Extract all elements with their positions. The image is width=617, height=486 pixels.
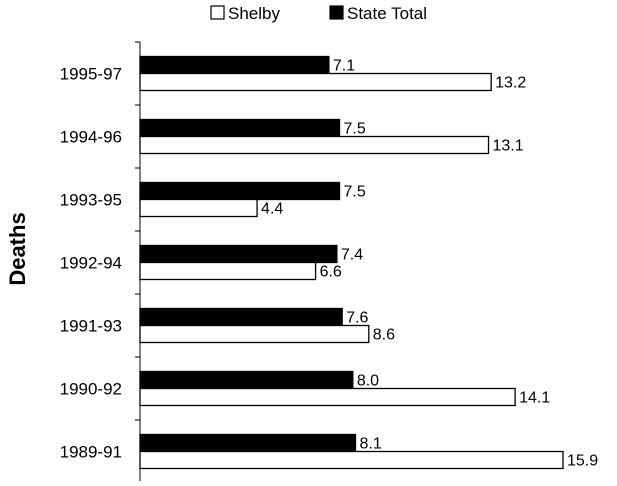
data-label: 15.9: [567, 453, 598, 470]
bar-state-total: [139, 307, 343, 327]
category-label: 1991-93: [60, 317, 122, 336]
legend-label-shelby: Shelby: [228, 4, 280, 23]
bar-state-total: [139, 55, 330, 75]
legend-swatch-shelby: [210, 5, 225, 20]
data-label: 7.5: [344, 184, 366, 201]
data-label: 8.6: [373, 327, 395, 344]
bar-shelby: [139, 261, 317, 281]
category-label: 1993-95: [60, 191, 122, 210]
category-label: 1989-91: [60, 443, 122, 462]
bar-state-total: [139, 370, 354, 390]
legend-label-state-total: State Total: [347, 4, 427, 23]
data-label: 7.6: [346, 310, 368, 327]
legend: Shelby State Total: [210, 4, 427, 23]
data-label: 13.1: [493, 138, 524, 155]
bar-state-total: [139, 181, 341, 201]
data-label: 4.4: [261, 201, 283, 218]
bar-shelby: [139, 387, 516, 407]
category-label: 1995-97: [60, 65, 122, 84]
bars: [139, 55, 564, 470]
data-label: 8.0: [357, 373, 379, 390]
bar-shelby: [139, 198, 258, 218]
category-label: 1994-96: [60, 128, 122, 147]
bar-shelby: [139, 324, 370, 344]
bar-state-total: [139, 118, 341, 138]
value-labels: 7.1 13.2 7.5 13.1 7.5 4.4 7.46.6 7.6 8.6 8.0 14.1 8…: [261, 58, 598, 470]
data-label: 6.6: [320, 264, 342, 281]
bar-state-total: [139, 244, 338, 264]
y-axis-title: Deaths: [5, 212, 30, 285]
legend-swatch-state-total: [329, 5, 344, 20]
bar-state-total: [139, 433, 357, 453]
bar-shelby: [139, 72, 492, 92]
data-label: 14.1: [519, 390, 550, 407]
data-label: 8.1: [359, 436, 381, 453]
bar-shelby: [139, 450, 564, 470]
data-label: 7.1: [333, 58, 355, 75]
category-label: 1992-94: [60, 254, 122, 273]
category-label: 1990-92: [60, 380, 122, 399]
data-label: 7.4: [341, 247, 363, 264]
data-label: 7.5: [344, 121, 366, 138]
data-label: 13.2: [495, 75, 526, 92]
category-axis: [135, 41, 141, 484]
category-labels: 1995-97 1994-96 1993-95 1992-94 1991-93 1990-…: [60, 65, 122, 462]
bar-shelby: [139, 135, 490, 155]
